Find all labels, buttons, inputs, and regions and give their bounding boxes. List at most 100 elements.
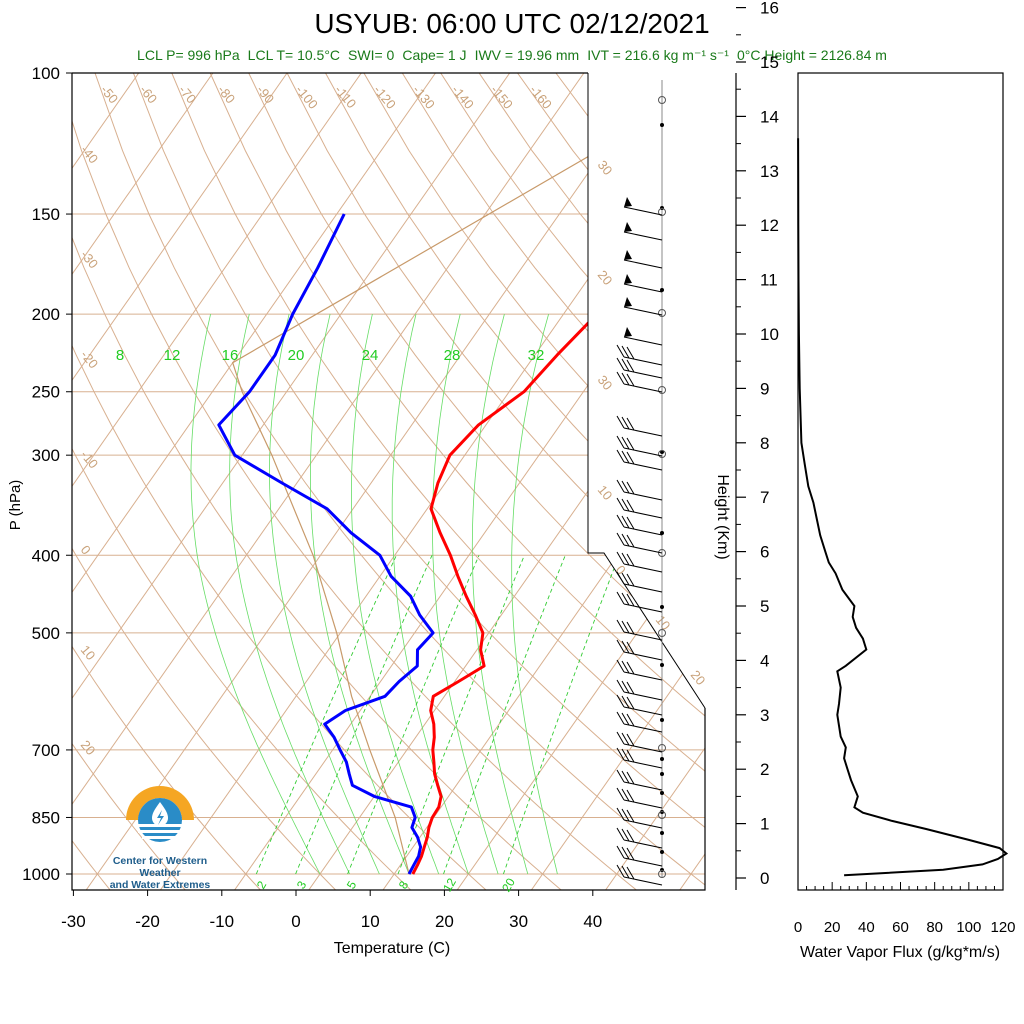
isotherm-label: -130 <box>410 82 438 112</box>
subtitle-item: 0°C Height = 2126.84 m <box>736 47 887 63</box>
flux-frame <box>797 72 1004 891</box>
dry-adiabat <box>325 73 705 557</box>
logo-line-2: and Water Extremes <box>109 879 211 891</box>
isotherm-label: -40 <box>78 142 102 166</box>
mixing-ratio-label: 20 <box>499 875 518 894</box>
wind-level-dot <box>660 791 664 795</box>
subtitle-item: SWI= 0 <box>348 47 395 63</box>
wind-barb <box>616 371 663 393</box>
temp-tick-label: -10 <box>210 912 235 931</box>
isotherm-label: -60 <box>137 82 161 106</box>
temp-axis-label: Temperature (C) <box>334 940 450 957</box>
height-tick-label: 14 <box>760 107 779 126</box>
skewt-frame <box>71 72 706 891</box>
height-axis-label: Height (Km) <box>714 474 731 559</box>
wind-barb <box>616 514 663 536</box>
flux-tick-label: 20 <box>824 919 841 936</box>
wind-barb <box>616 711 663 733</box>
calm-circle <box>658 870 666 878</box>
isotherm <box>456 535 705 890</box>
pressure-tick-label: 1000 <box>22 865 60 884</box>
wind-barb <box>616 357 663 379</box>
mixing-ratio-line <box>347 555 480 875</box>
chart-subtitle: LCL P= 996 hPa LCL T= 10.5°C SWI= 0 Cape= 1… <box>0 47 1024 64</box>
subtitle-item: LCL P= 996 hPa <box>137 47 240 63</box>
wind-barb <box>616 344 663 366</box>
wind-barb <box>616 694 663 716</box>
height-tick-label: 0 <box>760 869 769 888</box>
moist-adiabat <box>269 314 380 875</box>
dry-adiabat <box>286 73 705 610</box>
isotherm-label: -70 <box>176 82 200 106</box>
wind-level-dot <box>660 605 664 609</box>
wind-barb <box>623 197 663 216</box>
dry-adiabat <box>440 73 705 405</box>
wind-level-dot <box>660 831 664 835</box>
height-tick-label: 5 <box>760 597 769 616</box>
wind-level-dot <box>660 288 664 292</box>
flux-tick-label: 120 <box>990 919 1015 936</box>
wind-barb <box>616 769 663 791</box>
flux-tick-label: 40 <box>858 919 875 936</box>
calm-circle <box>658 811 666 819</box>
pressure-tick-label: 100 <box>32 64 60 83</box>
temp-tick-label: -20 <box>135 912 160 931</box>
wind-barb <box>623 327 663 346</box>
height-tick-label: 15 <box>760 53 779 72</box>
isotherm-label: -160 <box>527 82 555 112</box>
wind-panel-mask <box>588 73 705 708</box>
cw3e-logo: Center for Western Weather and Water Ext… <box>95 780 225 891</box>
flux-axis-label: Water Vapor Flux (g/kg*m/s) <box>800 944 1000 961</box>
mixing-ratio-line <box>502 555 620 875</box>
isotherm <box>72 73 214 276</box>
calm-circle <box>658 386 666 394</box>
calm-circle <box>658 309 666 317</box>
wind-barb <box>616 532 663 554</box>
height-tick-label: 8 <box>760 434 769 453</box>
wind-level-dot <box>660 663 664 667</box>
logo-line-1: Center for Western Weather <box>112 855 208 879</box>
height-tick-label: 2 <box>760 760 769 779</box>
wind-level-dot <box>660 531 664 535</box>
wind-barb <box>616 731 663 753</box>
temp-tick-label: 40 <box>583 912 602 931</box>
calm-circle <box>658 629 666 637</box>
dry-adiabat <box>248 73 705 663</box>
wind-barb <box>616 479 663 501</box>
pressure-tick-label: 150 <box>32 205 60 224</box>
wind-level-dot <box>660 718 664 722</box>
pressure-tick-label: 850 <box>32 808 60 827</box>
dewpoint-profile <box>217 213 435 875</box>
mixing-ratio-line <box>397 555 525 875</box>
temp-tick-label: -30 <box>61 912 86 931</box>
isotherm <box>604 747 705 890</box>
subtitle-item: IWV = 19.96 mm <box>474 47 580 63</box>
wind-barb <box>616 449 663 471</box>
height-tick-label: 12 <box>760 216 779 235</box>
dry-adiabat <box>72 447 412 890</box>
pressure-tick-label: 700 <box>32 741 60 760</box>
moist-adiabat-label: 32 <box>528 347 545 364</box>
wind-level-dot <box>660 123 664 127</box>
dry-adiabat <box>209 73 705 717</box>
wind-level-dot <box>660 772 664 776</box>
calm-circle <box>658 96 666 104</box>
isotherm-label: 20 <box>78 737 99 758</box>
moist-adiabat-label: 24 <box>362 347 379 364</box>
dry-adiabat <box>72 344 487 890</box>
moist-adiabat-label: 28 <box>444 347 461 364</box>
wind-barb <box>616 659 663 681</box>
moist-adiabat <box>391 314 469 875</box>
temperature-profile <box>411 213 680 875</box>
wind-barb <box>616 864 663 886</box>
height-tick-label: 1 <box>760 815 769 834</box>
moist-adiabat <box>229 314 351 875</box>
height-tick-label: 11 <box>760 271 778 290</box>
dry-adiabat <box>72 547 337 890</box>
wind-barb <box>616 787 663 809</box>
wind-barb <box>616 747 663 769</box>
wind-barb <box>616 679 663 701</box>
flux-tick-label: 100 <box>956 919 981 936</box>
cw3e-logo-icon <box>126 786 194 842</box>
moist-adiabat <box>471 313 529 875</box>
